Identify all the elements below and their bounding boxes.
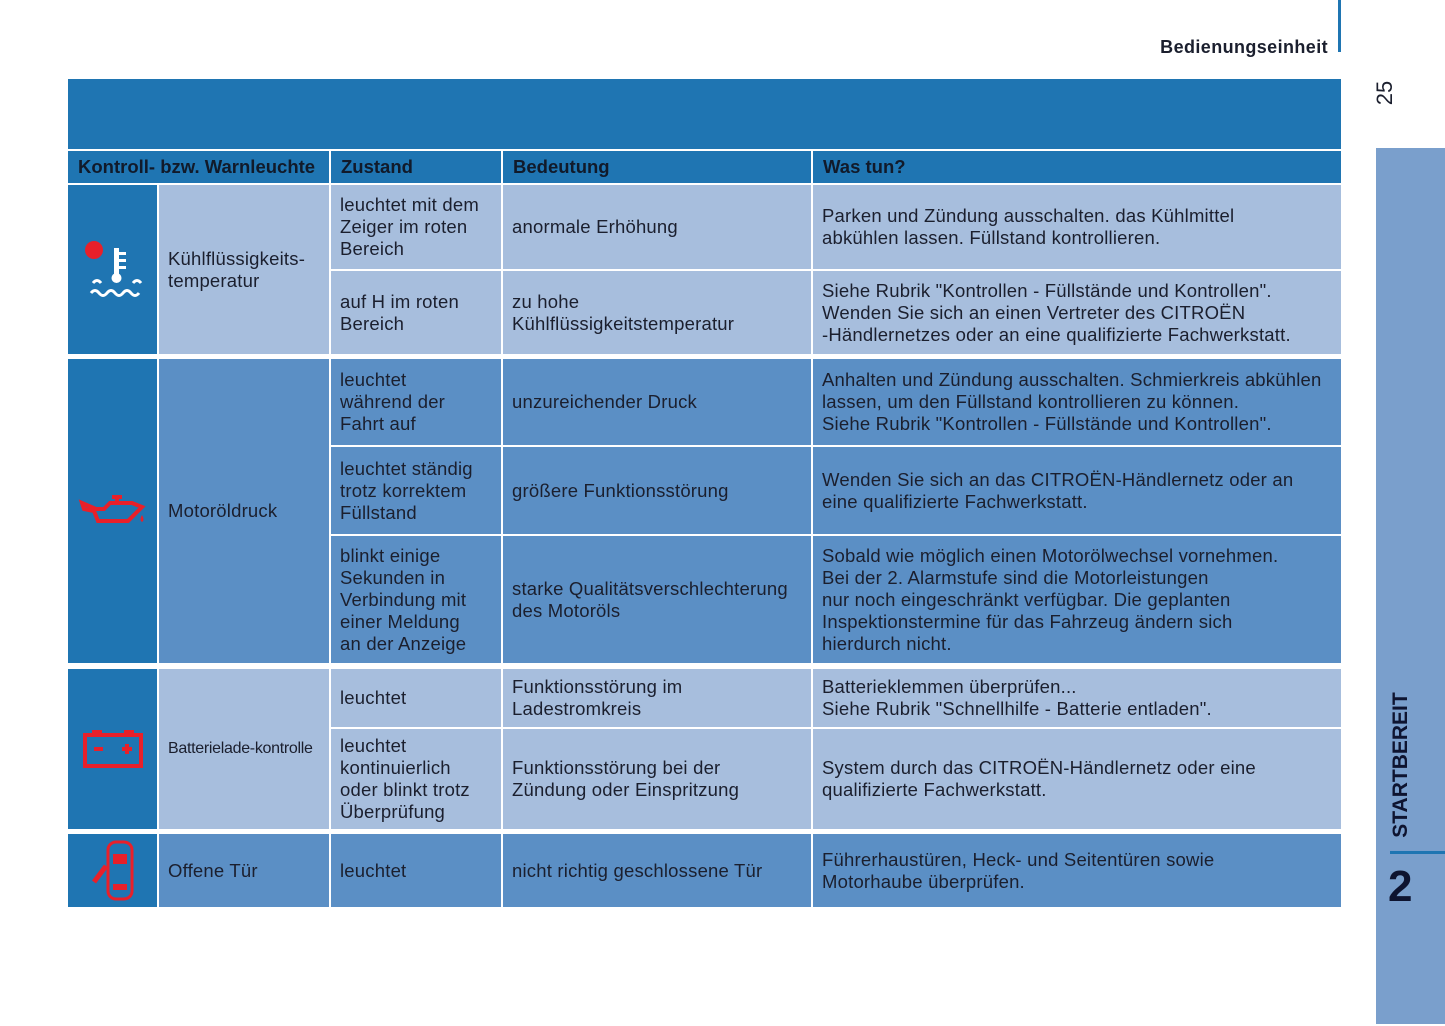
column-header-warning-light: Kontroll- bzw. Warnleuchte	[68, 151, 329, 183]
coolant-temperature-icon	[68, 185, 157, 354]
chapter-number: 2	[1388, 862, 1413, 911]
table-cell-action: Sobald wie möglich einen Motorölwechsel …	[813, 536, 1341, 663]
page-number: 25	[1372, 80, 1397, 106]
table-cell-meaning: zu hohe Kühlflüssigkeitstemperatur	[503, 271, 811, 354]
table-cell-action: Wenden Sie sich an das CITROËN-Händlerne…	[813, 447, 1341, 534]
side-tab: STARTBEREIT 2	[1376, 148, 1445, 1024]
oil-pressure-icon	[68, 359, 157, 663]
column-header-action: Was tun?	[813, 151, 1341, 183]
table-cell-state: auf H im roten Bereich	[331, 271, 501, 354]
table-cell-action: Parken und Zündung ausschalten. das Kühl…	[813, 185, 1341, 269]
table-cell-state: leuchtet mit dem Zeiger im roten Bereich	[331, 185, 501, 269]
table-cell-meaning: nicht richtig geschlossene Tür	[503, 834, 811, 907]
section-title: Bedienungseinheit	[1160, 37, 1328, 57]
table-cell-state: leuchtet während der Fahrt auf	[331, 359, 501, 445]
table-cell-state: leuchtet	[331, 834, 501, 907]
table-cell-action: Anhalten und Zündung ausschalten. Schmie…	[813, 359, 1341, 445]
open-door-icon	[68, 834, 157, 907]
column-header-state: Zustand	[331, 151, 501, 183]
table-cell-action: System durch das CITROËN-Händlernetz ode…	[813, 729, 1341, 829]
table-cell-action: Batterieklemmen überprüfen... Siehe Rubr…	[813, 669, 1341, 727]
table-cell-state: leuchtet ständig trotz korrektem Füllsta…	[331, 447, 501, 534]
warning-light-name: Batterielade-kontrolle	[159, 669, 329, 829]
table-cell-meaning: Funktionsstörung bei der Zündung oder Ei…	[503, 729, 811, 829]
table-cell-state: leuchtet	[331, 669, 501, 727]
table-cell-meaning: starke Qualitätsverschlechterung des Mot…	[503, 536, 811, 663]
column-header-meaning: Bedeutung	[503, 151, 811, 183]
warning-light-name: Offene Tür	[159, 834, 329, 907]
table-cell-state: leuchtet kontinuierlich oder blinkt trot…	[331, 729, 501, 829]
table-cell-meaning: unzureichender Druck	[503, 359, 811, 445]
warning-light-name: Motoröldruck	[159, 359, 329, 663]
table-cell-meaning: anormale Erhöhung	[503, 185, 811, 269]
warning-light-name: Kühlflüssigkeits- temperatur	[159, 185, 329, 354]
table-cell-action: Führerhaustüren, Heck- und Seitentüren s…	[813, 834, 1341, 907]
table-cell-meaning: größere Funktionsstörung	[503, 447, 811, 534]
table-title-band	[68, 79, 1341, 149]
header-rule	[1338, 0, 1341, 52]
battery-icon	[68, 669, 157, 829]
table-cell-state: blinkt einige Sekunden in Verbindung mit…	[331, 536, 501, 663]
table-cell-meaning: Funktionsstörung im Ladestromkreis	[503, 669, 811, 727]
chapter-divider	[1390, 851, 1445, 854]
chapter-title: STARTBEREIT	[1389, 692, 1412, 838]
table-cell-action: Siehe Rubrik "Kontrollen - Füllstände un…	[813, 271, 1341, 354]
